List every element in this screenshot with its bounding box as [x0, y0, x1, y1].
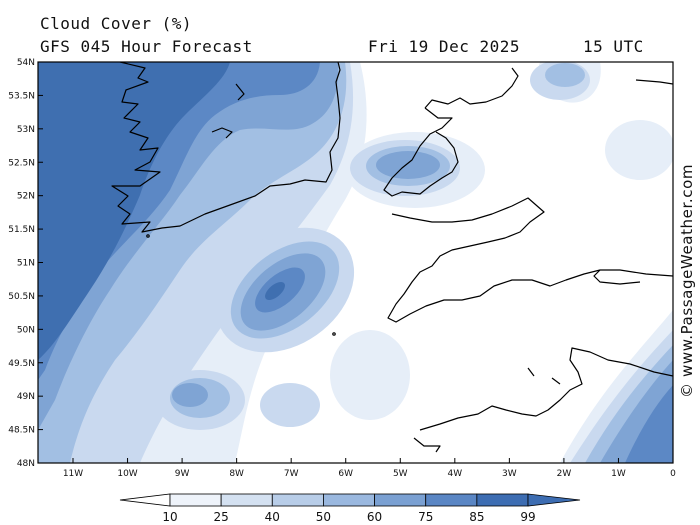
colorbar-label: 60 [367, 510, 382, 524]
lat-label: 50N [17, 325, 35, 335]
colorbar-label: 10 [162, 510, 177, 524]
forecast-time: 15 UTC [583, 37, 644, 56]
lat-label: 48.5N [8, 426, 35, 436]
watermark: © www.PassageWeather.com [678, 163, 696, 398]
lon-label: 5W [393, 469, 408, 479]
lon-label: 0 [670, 469, 676, 479]
lon-label: 6W [338, 469, 353, 479]
lon-label: 8W [229, 469, 244, 479]
lat-label: 52N [17, 192, 35, 202]
colorbar: 10 25 40 50 60 75 85 99 [119, 493, 581, 524]
forecast-model: GFS 045 Hour Forecast [40, 37, 253, 56]
colorbar-segment [169, 493, 222, 507]
lon-label: 11W [63, 469, 83, 479]
lat-label: 54N [17, 58, 35, 68]
latitude-labels: 54N 53.5N 53N 52.5N 52N 51.5N 51N 50.5N 50N 49.5N… [8, 58, 43, 469]
lat-label: 51.5N [8, 225, 35, 235]
colorbar-right-arrow [527, 493, 581, 507]
colorbar-segment [271, 493, 324, 507]
lon-label: 7W [284, 469, 299, 479]
colorbar-label: 40 [265, 510, 280, 524]
colorbar-label: 50 [316, 510, 331, 524]
colorbar-segment [476, 493, 529, 507]
colorbar-segment [323, 493, 375, 507]
lon-label: 9W [175, 469, 190, 479]
map-title: Cloud Cover (%) [40, 14, 192, 33]
colorbar-label: 99 [520, 510, 535, 524]
lat-label: 50.5N [8, 292, 35, 302]
lon-label: 3W [502, 469, 517, 479]
lat-label: 48N [17, 459, 35, 469]
colorbar-segment [220, 493, 273, 507]
colorbar-label: 75 [418, 510, 433, 524]
colorbar-segment [425, 493, 478, 507]
coastlines [111, 62, 673, 453]
lat-label: 49N [17, 392, 35, 402]
lon-label: 4W [448, 469, 463, 479]
lon-label: 2W [557, 469, 572, 479]
colorbar-left-arrow [119, 493, 171, 507]
longitude-labels: 11W 10W 9W 8W 7W 6W 5W 4W 3W 2W 1W 0 [63, 458, 676, 479]
lat-label: 52.5N [8, 158, 35, 168]
lat-label: 53N [17, 125, 35, 135]
cloud-field [38, 62, 673, 463]
forecast-date: Fri 19 Dec 2025 [368, 37, 520, 56]
colorbar-segment [374, 493, 427, 507]
lon-label: 10W [117, 469, 137, 479]
colorbar-label: 85 [469, 510, 484, 524]
lon-label: 1W [611, 469, 626, 479]
lat-label: 53.5N [8, 91, 35, 101]
lat-label: 51N [17, 259, 35, 269]
colorbar-label: 25 [214, 510, 229, 524]
lat-label: 49.5N [8, 359, 35, 369]
